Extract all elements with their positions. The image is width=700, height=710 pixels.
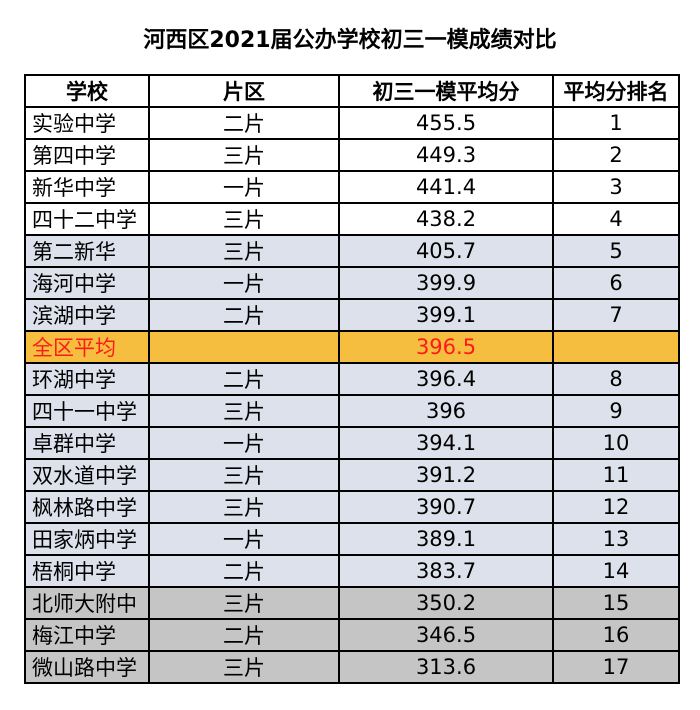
school-cell: 海河中学 bbox=[24, 266, 150, 300]
school-cell: 卓群中学 bbox=[24, 426, 150, 460]
score-cell: 441.4 bbox=[338, 170, 554, 204]
table-row: 滨湖中学 二片 399.1 7 bbox=[24, 298, 680, 332]
table-row: 梧桐中学 二片 383.7 14 bbox=[24, 554, 680, 588]
table-row: 微山路中学 三片 313.6 17 bbox=[24, 650, 680, 684]
table-row: 环湖中学 二片 396.4 8 bbox=[24, 362, 680, 396]
rank-cell: 8 bbox=[552, 362, 680, 396]
rank-cell: 6 bbox=[552, 266, 680, 300]
score-cell: 313.6 bbox=[338, 650, 554, 684]
score-cell: 394.1 bbox=[338, 426, 554, 460]
school-cell: 梅江中学 bbox=[24, 618, 150, 652]
district-cell bbox=[148, 330, 340, 364]
district-cell: 三片 bbox=[148, 202, 340, 236]
school-cell: 微山路中学 bbox=[24, 650, 150, 684]
district-cell: 一片 bbox=[148, 170, 340, 204]
district-cell: 三片 bbox=[148, 490, 340, 524]
rank-cell bbox=[552, 330, 680, 364]
score-cell: 405.7 bbox=[338, 234, 554, 268]
rank-cell: 16 bbox=[552, 618, 680, 652]
score-cell: 390.7 bbox=[338, 490, 554, 524]
rank-cell: 5 bbox=[552, 234, 680, 268]
score-cell: 391.2 bbox=[338, 458, 554, 492]
rank-cell: 2 bbox=[552, 138, 680, 172]
district-cell: 三片 bbox=[148, 234, 340, 268]
header-score: 初三一模平均分 bbox=[338, 74, 554, 108]
rank-cell: 15 bbox=[552, 586, 680, 620]
district-cell: 二片 bbox=[148, 618, 340, 652]
rank-cell: 12 bbox=[552, 490, 680, 524]
score-cell: 396 bbox=[338, 394, 554, 428]
rank-cell: 1 bbox=[552, 106, 680, 140]
district-cell: 一片 bbox=[148, 522, 340, 556]
district-cell: 一片 bbox=[148, 266, 340, 300]
district-average-row: 全区平均 396.5 bbox=[24, 330, 680, 364]
school-cell: 实验中学 bbox=[24, 106, 150, 140]
table-row: 第二新华 三片 405.7 5 bbox=[24, 234, 680, 268]
table-row: 梅江中学 二片 346.5 16 bbox=[24, 618, 680, 652]
score-cell: 346.5 bbox=[338, 618, 554, 652]
score-cell: 383.7 bbox=[338, 554, 554, 588]
district-cell: 三片 bbox=[148, 650, 340, 684]
school-cell: 第二新华 bbox=[24, 234, 150, 268]
school-cell: 新华中学 bbox=[24, 170, 150, 204]
district-cell: 三片 bbox=[148, 394, 340, 428]
rank-cell: 4 bbox=[552, 202, 680, 236]
school-cell: 四十一中学 bbox=[24, 394, 150, 428]
rank-cell: 3 bbox=[552, 170, 680, 204]
header-row: 学校 片区 初三一模平均分 平均分排名 bbox=[24, 74, 680, 108]
district-cell: 三片 bbox=[148, 138, 340, 172]
district-cell: 三片 bbox=[148, 586, 340, 620]
score-cell: 350.2 bbox=[338, 586, 554, 620]
district-cell: 二片 bbox=[148, 362, 340, 396]
score-cell: 449.3 bbox=[338, 138, 554, 172]
school-cell: 枫林路中学 bbox=[24, 490, 150, 524]
rank-cell: 17 bbox=[552, 650, 680, 684]
table-row: 第四中学 三片 449.3 2 bbox=[24, 138, 680, 172]
district-cell: 二片 bbox=[148, 106, 340, 140]
school-cell: 田家炳中学 bbox=[24, 522, 150, 556]
table-row: 实验中学 二片 455.5 1 bbox=[24, 106, 680, 140]
district-cell: 三片 bbox=[148, 458, 340, 492]
page-title: 河西区2021届公办学校初三一模成绩对比 bbox=[143, 28, 557, 53]
score-cell: 455.5 bbox=[338, 106, 554, 140]
score-cell: 399.9 bbox=[338, 266, 554, 300]
rank-cell: 13 bbox=[552, 522, 680, 556]
district-cell: 二片 bbox=[148, 554, 340, 588]
school-cell: 第四中学 bbox=[24, 138, 150, 172]
header-district: 片区 bbox=[148, 74, 340, 108]
school-cell: 滨湖中学 bbox=[24, 298, 150, 332]
district-cell: 二片 bbox=[148, 298, 340, 332]
district-cell: 一片 bbox=[148, 426, 340, 460]
score-cell: 396.5 bbox=[338, 330, 554, 364]
school-cell: 梧桐中学 bbox=[24, 554, 150, 588]
header-school: 学校 bbox=[24, 74, 150, 108]
score-cell: 438.2 bbox=[338, 202, 554, 236]
rank-cell: 10 bbox=[552, 426, 680, 460]
table-row: 田家炳中学 一片 389.1 13 bbox=[24, 522, 680, 556]
table-row: 卓群中学 一片 394.1 10 bbox=[24, 426, 680, 460]
table-row: 四十一中学 三片 396 9 bbox=[24, 394, 680, 428]
school-cell: 全区平均 bbox=[24, 330, 150, 364]
score-cell: 399.1 bbox=[338, 298, 554, 332]
rank-cell: 9 bbox=[552, 394, 680, 428]
table-row: 新华中学 一片 441.4 3 bbox=[24, 170, 680, 204]
school-cell: 双水道中学 bbox=[24, 458, 150, 492]
score-cell: 389.1 bbox=[338, 522, 554, 556]
school-cell: 北师大附中 bbox=[24, 586, 150, 620]
rank-cell: 14 bbox=[552, 554, 680, 588]
rank-cell: 11 bbox=[552, 458, 680, 492]
score-cell: 396.4 bbox=[338, 362, 554, 396]
score-table: 学校 片区 初三一模平均分 平均分排名 实验中学 二片 455.5 1 第四中学 三片 44… bbox=[24, 74, 680, 684]
header-rank: 平均分排名 bbox=[552, 74, 680, 108]
table-row: 枫林路中学 三片 390.7 12 bbox=[24, 490, 680, 524]
table-row: 四十二中学 三片 438.2 4 bbox=[24, 202, 680, 236]
table-row: 北师大附中 三片 350.2 15 bbox=[24, 586, 680, 620]
school-cell: 环湖中学 bbox=[24, 362, 150, 396]
table-row: 海河中学 一片 399.9 6 bbox=[24, 266, 680, 300]
table-row: 双水道中学 三片 391.2 11 bbox=[24, 458, 680, 492]
rank-cell: 7 bbox=[552, 298, 680, 332]
school-cell: 四十二中学 bbox=[24, 202, 150, 236]
